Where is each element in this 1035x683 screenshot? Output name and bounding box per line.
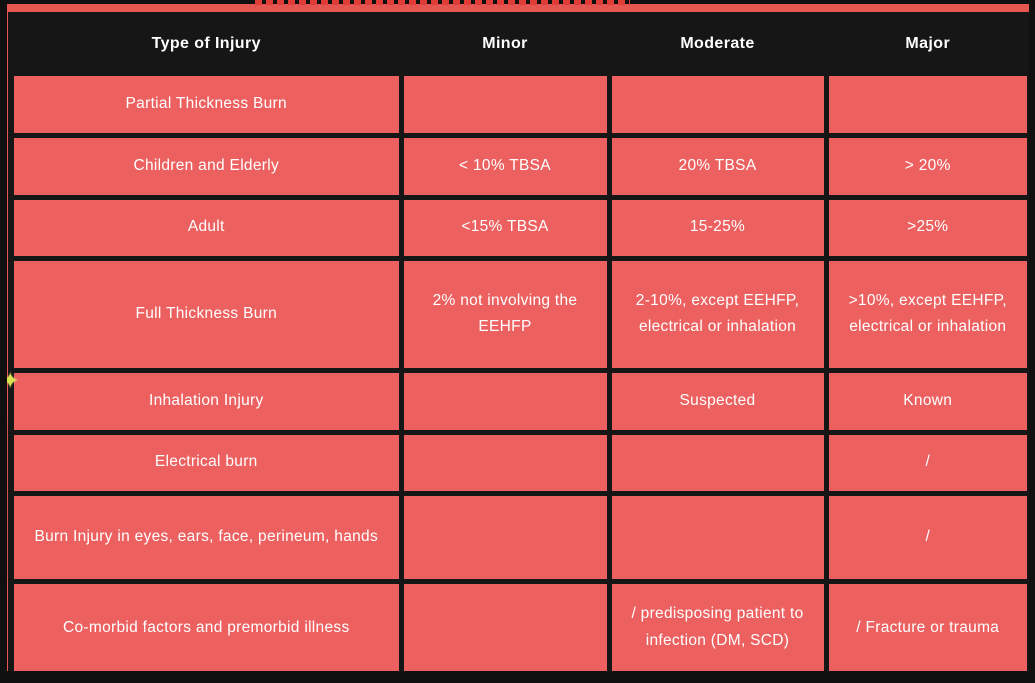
cell-major: > 20%	[823, 132, 1029, 200]
cell-minor: <15% TBSA	[398, 194, 612, 261]
cell-moderate	[606, 490, 829, 584]
table-row: Adult <15% TBSA 15-25% >25%	[8, 194, 1029, 261]
table-row: Burn Injury in eyes, ears, face, perineu…	[8, 490, 1029, 584]
cell-minor	[398, 367, 612, 435]
table-row: Inhalation Injury Suspected Known	[8, 367, 1029, 435]
cell-moderate: 20% TBSA	[606, 132, 829, 200]
cell-injury-type: Partial Thickness Burn	[8, 70, 404, 138]
column-header-major: Major	[823, 12, 1029, 76]
cell-major: >10%, except EEHFP, electrical or inhala…	[823, 255, 1029, 373]
cell-minor	[398, 490, 612, 584]
cell-major: /	[823, 490, 1029, 584]
cell-injury-type: Inhalation Injury	[8, 367, 404, 435]
table-row: Co-morbid factors and premorbid illness …	[8, 578, 1029, 671]
cell-major: >25%	[823, 194, 1029, 261]
table-row: Full Thickness Burn 2% not involving the…	[8, 255, 1029, 373]
cell-minor: < 10% TBSA	[398, 132, 612, 200]
burn-referral-criteria-table: Type of Injury Minor Moderate Major Part…	[8, 12, 1029, 671]
header-row: Type of Injury Minor Moderate Major	[8, 12, 1029, 76]
cell-injury-type: Children and Elderly	[8, 132, 404, 200]
table-row: Partial Thickness Burn	[8, 70, 1029, 138]
cell-minor	[398, 578, 612, 671]
cell-injury-type: Adult	[8, 194, 404, 261]
cell-injury-type: Electrical burn	[8, 429, 404, 496]
column-header-moderate: Moderate	[606, 12, 829, 76]
cell-injury-type: Full Thickness Burn	[8, 255, 404, 373]
cell-major: /	[823, 429, 1029, 496]
cell-moderate: 15-25%	[606, 194, 829, 261]
table-row: Electrical burn /	[8, 429, 1029, 496]
cell-minor	[398, 429, 612, 496]
cell-moderate: 2-10%, except EEHFP, electrical or inhal…	[606, 255, 829, 373]
cell-moderate: Suspected	[606, 367, 829, 435]
cell-minor	[398, 70, 612, 138]
cell-moderate	[606, 70, 829, 138]
cell-major: / Fracture or trauma	[823, 578, 1029, 671]
slide-background: ✦ Type of Injury Minor Moderate Major Pa…	[7, 4, 1029, 671]
cell-major: Known	[823, 367, 1029, 435]
cell-minor: 2% not involving the EEHFP	[398, 255, 612, 373]
cell-major	[823, 70, 1029, 138]
column-header-minor: Minor	[398, 12, 612, 76]
column-header-type-of-injury: Type of Injury	[8, 12, 404, 76]
cell-moderate: / predisposing patient to infection (DM,…	[606, 578, 829, 671]
cell-injury-type: Co-morbid factors and premorbid illness	[8, 578, 404, 671]
clipped-title-fragment	[255, 0, 630, 5]
cell-moderate	[606, 429, 829, 496]
cell-injury-type: Burn Injury in eyes, ears, face, perineu…	[8, 490, 404, 584]
table-row: Children and Elderly < 10% TBSA 20% TBSA…	[8, 132, 1029, 200]
sparkle-icon: ✦	[7, 368, 20, 393]
